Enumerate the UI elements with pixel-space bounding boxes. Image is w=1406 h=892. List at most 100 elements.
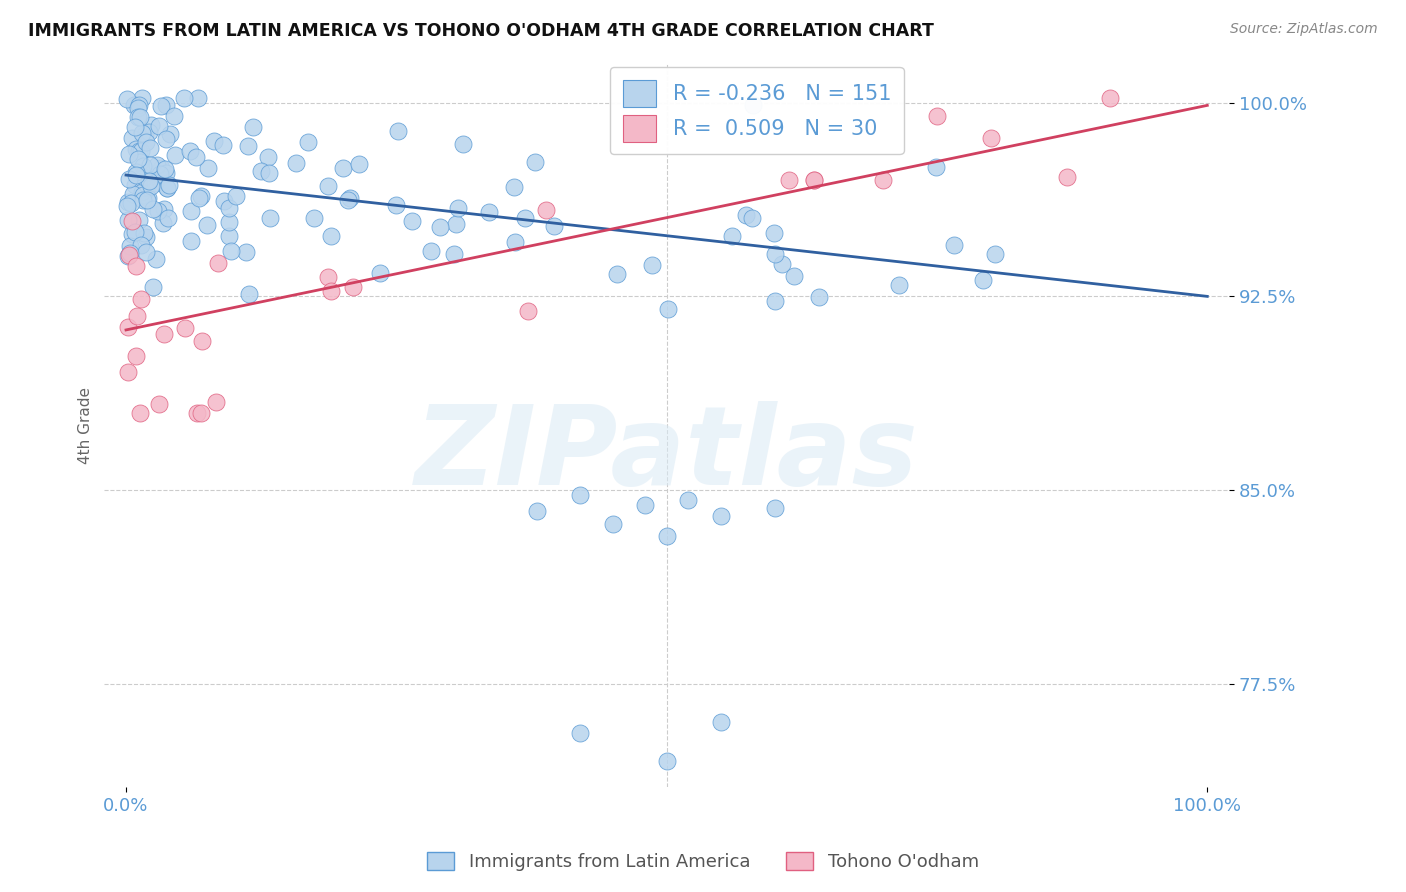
Point — [139, 118, 162, 132]
Point — [148, 397, 170, 411]
Point — [250, 164, 273, 178]
Point — [401, 213, 423, 227]
Point — [156, 181, 179, 195]
Point — [156, 211, 179, 226]
Point — [139, 158, 162, 172]
Point — [134, 169, 156, 184]
Point — [118, 172, 141, 186]
Point — [149, 161, 172, 175]
Point — [173, 90, 195, 104]
Point — [606, 267, 628, 281]
Point — [195, 218, 218, 232]
Point — [136, 191, 159, 205]
Point — [148, 203, 170, 218]
Point — [808, 290, 831, 304]
Point — [778, 173, 800, 187]
Point — [721, 228, 744, 243]
Text: ZIPatlas: ZIPatlas — [415, 401, 918, 508]
Point — [478, 205, 501, 219]
Legend: Immigrants from Latin America, Tohono O'odham: Immigrants from Latin America, Tohono O'… — [420, 845, 986, 879]
Point — [148, 119, 170, 133]
Point — [129, 144, 152, 158]
Point — [122, 187, 145, 202]
Point — [141, 179, 163, 194]
Point — [1098, 90, 1121, 104]
Point — [447, 201, 470, 215]
Point — [385, 197, 408, 211]
Point — [155, 166, 177, 180]
Point — [349, 157, 371, 171]
Point — [443, 246, 465, 260]
Point — [256, 150, 278, 164]
Point — [135, 244, 157, 259]
Point — [302, 211, 325, 225]
Point — [117, 146, 139, 161]
Point — [741, 211, 763, 225]
Point — [943, 238, 966, 252]
Point — [180, 234, 202, 248]
Point — [569, 725, 592, 739]
Point — [218, 215, 240, 229]
Point — [710, 508, 733, 523]
Point — [159, 127, 181, 141]
Point — [503, 235, 526, 249]
Point — [129, 237, 152, 252]
Point — [187, 90, 209, 104]
Point — [143, 176, 166, 190]
Point — [197, 161, 219, 175]
Point — [134, 181, 156, 195]
Point — [120, 195, 142, 210]
Point — [972, 273, 994, 287]
Point — [332, 161, 354, 176]
Point — [190, 405, 212, 419]
Point — [132, 159, 155, 173]
Point — [543, 219, 565, 233]
Point — [117, 194, 139, 209]
Point — [163, 109, 186, 123]
Point — [121, 227, 143, 241]
Point — [218, 229, 240, 244]
Point — [149, 99, 172, 113]
Point — [136, 194, 159, 208]
Point — [128, 213, 150, 227]
Point — [124, 225, 146, 239]
Text: IMMIGRANTS FROM LATIN AMERICA VS TOHONO O'ODHAM 4TH GRADE CORRELATION CHART: IMMIGRANTS FROM LATIN AMERICA VS TOHONO … — [28, 22, 934, 40]
Point — [742, 98, 765, 112]
Point — [142, 202, 165, 216]
Point — [191, 334, 214, 348]
Point — [569, 488, 592, 502]
Point — [117, 249, 139, 263]
Point — [259, 211, 281, 226]
Point — [173, 321, 195, 335]
Point — [127, 101, 149, 115]
Point — [803, 173, 825, 187]
Point — [128, 144, 150, 158]
Point — [297, 135, 319, 149]
Point — [872, 173, 894, 187]
Point — [242, 120, 264, 135]
Text: Source: ZipAtlas.com: Source: ZipAtlas.com — [1230, 22, 1378, 37]
Point — [218, 202, 240, 216]
Point — [155, 98, 177, 112]
Point — [634, 499, 657, 513]
Point — [187, 191, 209, 205]
Point — [887, 278, 910, 293]
Point — [131, 126, 153, 140]
Point — [124, 120, 146, 135]
Point — [321, 284, 343, 298]
Point — [503, 180, 526, 194]
Point — [184, 150, 207, 164]
Point — [1056, 170, 1078, 185]
Point — [135, 180, 157, 194]
Point — [135, 135, 157, 149]
Point — [515, 211, 537, 226]
Point — [204, 394, 226, 409]
Y-axis label: 4th Grade: 4th Grade — [79, 387, 93, 464]
Point — [139, 141, 162, 155]
Point — [235, 244, 257, 259]
Point — [336, 194, 359, 208]
Point — [145, 158, 167, 172]
Point — [131, 90, 153, 104]
Point — [117, 365, 139, 379]
Point — [156, 181, 179, 195]
